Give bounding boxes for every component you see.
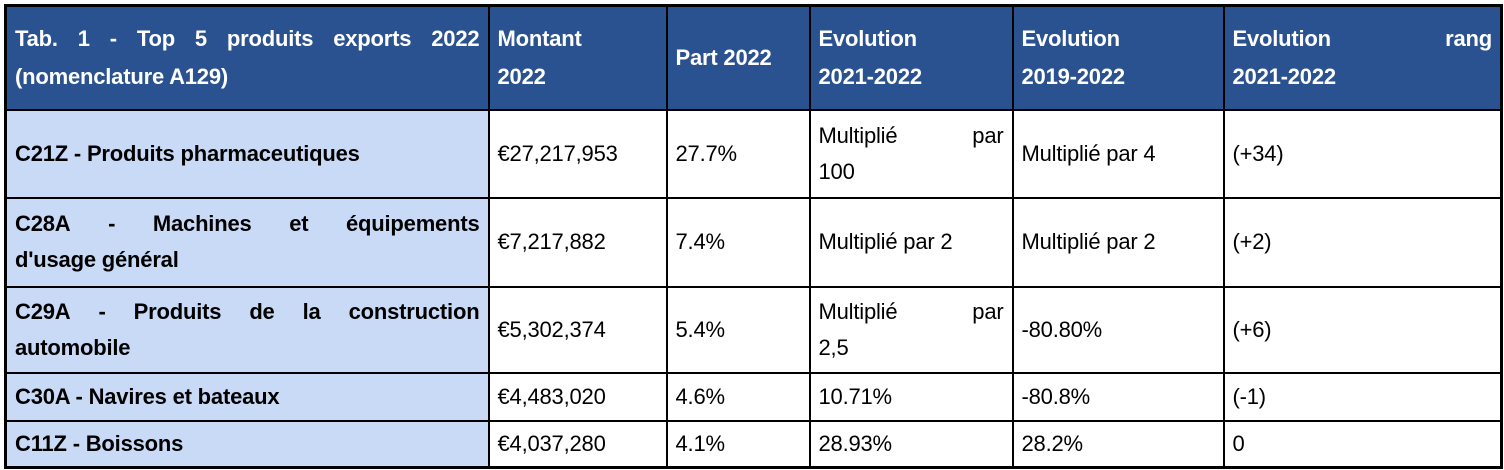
montant-cell: €4,037,280 — [487, 419, 668, 469]
evolution-2019-2022-cell: -80.8% — [1011, 371, 1225, 422]
table-row: C11Z - Boissons €4,037,280 4.1% 28.93% 2… — [4, 419, 1503, 469]
table-row: C21Z - Produits pharmaceutiques €27,217,… — [4, 108, 1503, 199]
product-name-cell: C28A - Machines et équipements d'usage généra… — [4, 196, 490, 288]
montant-cell: €27,217,953 — [487, 108, 668, 199]
header-row: Tab. 1- Top 5 produits exports 2022 (nomenclatu… — [4, 4, 1503, 111]
evolution-2021-2022-cell: Multiplié par 100 — [808, 108, 1014, 199]
evolution-2019-2022-cell: -80.80% — [1011, 285, 1225, 374]
header-cell-part-2022: Part 2022 — [665, 4, 811, 111]
part-cell: 4.1% — [665, 419, 811, 469]
product-name-cell: C30A - Navires et bateaux — [4, 371, 490, 422]
evolution-2021-2022-cell: Multiplié par 2 — [808, 196, 1014, 288]
evolution-2019-2022-cell: Multiplié par 2 — [1011, 196, 1225, 288]
table-row: C30A - Navires et bateaux €4,483,020 4.6… — [4, 371, 1503, 422]
evolution-rang-cell: (+6) — [1222, 285, 1503, 374]
evolution-2021-2022-cell: Multiplié par 2,5 — [808, 285, 1014, 374]
evolution-2021-2022-cell: 28.93% — [808, 419, 1014, 469]
exports-table: Tab. 1- Top 5 produits exports 2022 (nomenclatu… — [4, 4, 1503, 469]
header-cell-evolution-2021-2022: Evolution 2021-2022 — [808, 4, 1014, 111]
montant-cell: €4,483,020 — [487, 371, 668, 422]
evolution-2021-2022-cell: 10.71% — [808, 371, 1014, 422]
product-name-cell: C21Z - Produits pharmaceutiques — [4, 108, 490, 199]
montant-cell: €5,302,374 — [487, 285, 668, 374]
header-cell-montant-2022: Montant 2022 — [487, 4, 668, 111]
header-cell-evolution-rang-2021-2022: Evolution rang 2021-2022 — [1222, 4, 1503, 111]
product-name-cell: C11Z - Boissons — [4, 419, 490, 469]
montant-cell: €7,217,882 — [487, 196, 668, 288]
product-name-cell: C29A - Produits de la construction automobile — [4, 285, 490, 374]
part-cell: 27.7% — [665, 108, 811, 199]
part-cell: 5.4% — [665, 285, 811, 374]
evolution-rang-cell: (+2) — [1222, 196, 1503, 288]
evolution-rang-cell: (-1) — [1222, 371, 1503, 422]
header-cell-evolution-2019-2022: Evolution 2019-2022 — [1011, 4, 1225, 111]
table-row: C28A - Machines et équipements d'usage généra… — [4, 196, 1503, 288]
part-cell: 7.4% — [665, 196, 811, 288]
table-row: C29A - Produits de la construction automobile … — [4, 285, 1503, 374]
evolution-2019-2022-cell: Multiplié par 4 — [1011, 108, 1225, 199]
evolution-rang-cell: (+34) — [1222, 108, 1503, 199]
evolution-2019-2022-cell: 28.2% — [1011, 419, 1225, 469]
evolution-rang-cell: 0 — [1222, 419, 1503, 469]
part-cell: 4.6% — [665, 371, 811, 422]
table-title-cell: Tab. 1- Top 5 produits exports 2022 (nomenclatu… — [4, 4, 490, 111]
